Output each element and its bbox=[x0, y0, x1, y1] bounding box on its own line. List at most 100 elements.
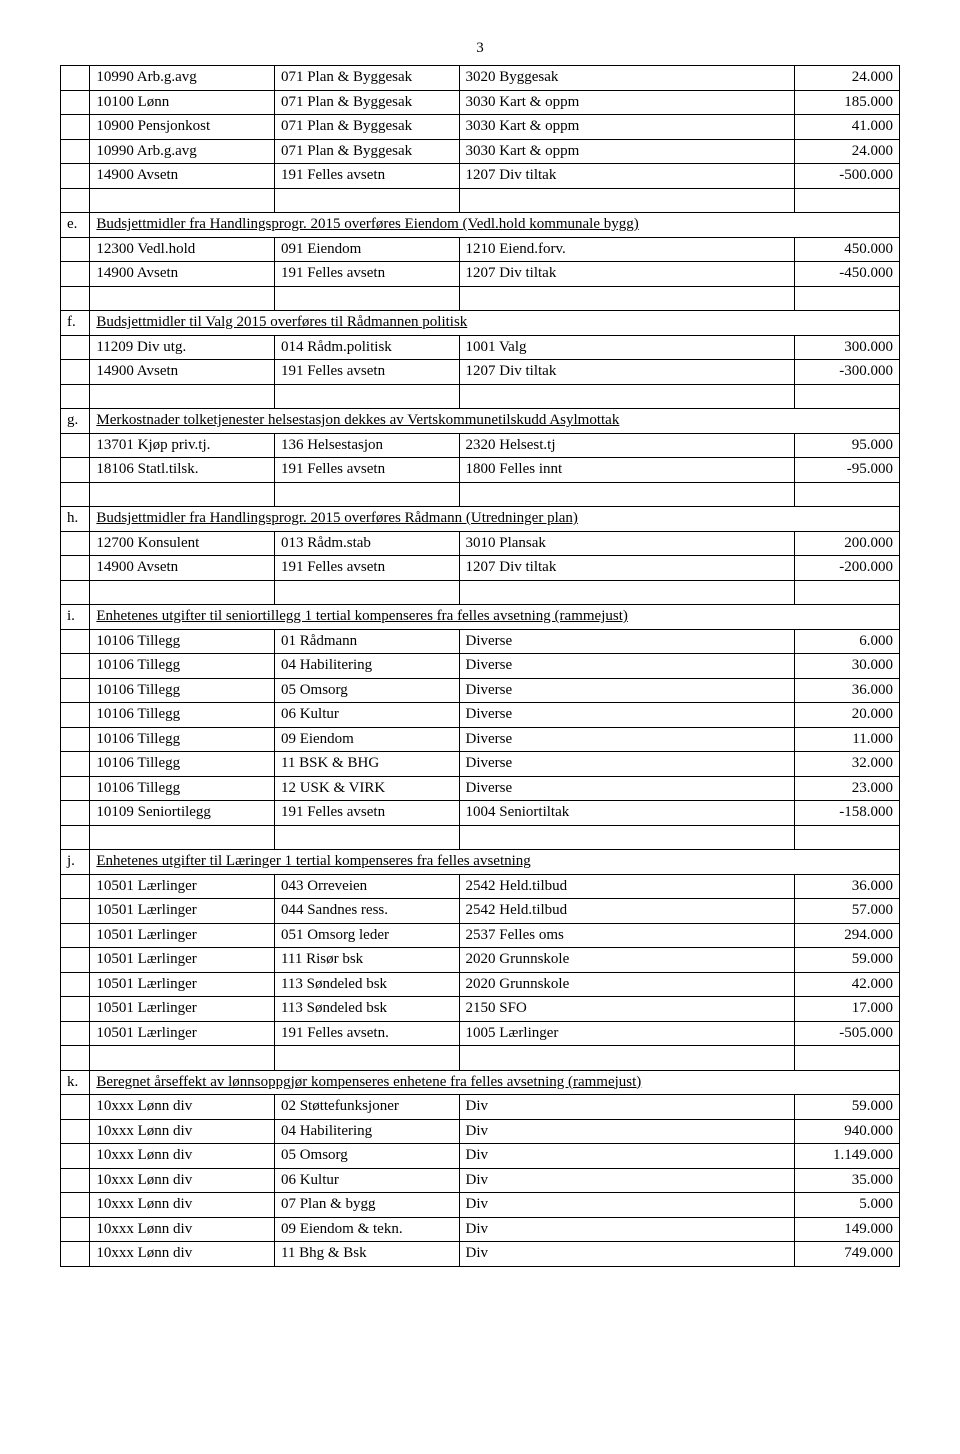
table-row: 10xxx Lønn div06 KulturDiv35.000 bbox=[61, 1168, 900, 1193]
data-cell: 2320 Helsest.tj bbox=[459, 433, 795, 458]
data-cell: 10501 Lærlinger bbox=[90, 1021, 275, 1046]
empty-cell bbox=[459, 286, 795, 311]
data-cell: 3020 Byggesak bbox=[459, 66, 795, 91]
data-cell: 136 Helsestasjon bbox=[274, 433, 459, 458]
data-cell bbox=[61, 164, 90, 189]
empty-cell bbox=[459, 384, 795, 409]
section-letter: i. bbox=[61, 605, 90, 630]
table-row: 10xxx Lønn div05 OmsorgDiv1.149.000 bbox=[61, 1144, 900, 1169]
data-cell: 113 Søndeled bsk bbox=[274, 972, 459, 997]
data-cell: Diverse bbox=[459, 752, 795, 777]
table-row: j.Enhetenes utgifter til Læringer 1 tert… bbox=[61, 850, 900, 875]
data-cell: 10501 Lærlinger bbox=[90, 997, 275, 1022]
data-cell: 10900 Pensjonkost bbox=[90, 115, 275, 140]
amount-cell: 36.000 bbox=[795, 874, 900, 899]
amount-cell: 95.000 bbox=[795, 433, 900, 458]
amount-cell: -200.000 bbox=[795, 556, 900, 581]
data-cell: 12700 Konsulent bbox=[90, 531, 275, 556]
data-cell: 191 Felles avsetn bbox=[274, 262, 459, 287]
data-cell: 10106 Tillegg bbox=[90, 703, 275, 728]
empty-cell bbox=[90, 286, 275, 311]
amount-cell: 5.000 bbox=[795, 1193, 900, 1218]
data-cell: 3030 Kart & oppm bbox=[459, 115, 795, 140]
data-cell: 191 Felles avsetn. bbox=[274, 1021, 459, 1046]
data-cell: 18106 Statl.tilsk. bbox=[90, 458, 275, 483]
empty-cell bbox=[459, 188, 795, 213]
table-row: 10109 Seniortilegg191 Felles avsetn1004 … bbox=[61, 801, 900, 826]
data-cell: Diverse bbox=[459, 776, 795, 801]
data-cell bbox=[61, 997, 90, 1022]
data-cell: 10109 Seniortilegg bbox=[90, 801, 275, 826]
data-cell bbox=[61, 556, 90, 581]
table-row: 14900 Avsetn191 Felles avsetn1207 Div ti… bbox=[61, 360, 900, 385]
empty-cell bbox=[274, 384, 459, 409]
data-cell bbox=[61, 1217, 90, 1242]
table-row: 14900 Avsetn191 Felles avsetn1207 Div ti… bbox=[61, 262, 900, 287]
data-cell: 12 USK & VIRK bbox=[274, 776, 459, 801]
data-cell: 06 Kultur bbox=[274, 703, 459, 728]
empty-cell bbox=[90, 482, 275, 507]
table-row: 10xxx Lønn div04 HabiliteringDiv940.000 bbox=[61, 1119, 900, 1144]
amount-cell: 749.000 bbox=[795, 1242, 900, 1267]
data-cell: 10xxx Lønn div bbox=[90, 1119, 275, 1144]
empty-cell bbox=[61, 188, 90, 213]
data-cell: Div bbox=[459, 1119, 795, 1144]
empty-cell bbox=[274, 580, 459, 605]
data-cell: 1207 Div tiltak bbox=[459, 164, 795, 189]
data-cell: 10501 Lærlinger bbox=[90, 874, 275, 899]
data-cell: 10106 Tillegg bbox=[90, 678, 275, 703]
amount-cell: 185.000 bbox=[795, 90, 900, 115]
empty-cell bbox=[459, 482, 795, 507]
data-cell: 051 Omsorg leder bbox=[274, 923, 459, 948]
section-letter: f. bbox=[61, 311, 90, 336]
data-cell bbox=[61, 531, 90, 556]
table-row: 10990 Arb.g.avg071 Plan & Byggesak3020 B… bbox=[61, 66, 900, 91]
data-cell: 05 Omsorg bbox=[274, 1144, 459, 1169]
data-cell: 3010 Plansak bbox=[459, 531, 795, 556]
data-cell: 10106 Tillegg bbox=[90, 629, 275, 654]
data-cell: 2542 Held.tilbud bbox=[459, 874, 795, 899]
data-cell: 10501 Lærlinger bbox=[90, 899, 275, 924]
data-cell: 1207 Div tiltak bbox=[459, 262, 795, 287]
table-row bbox=[61, 825, 900, 850]
data-cell bbox=[61, 899, 90, 924]
table-row: 10106 Tillegg11 BSK & BHGDiverse32.000 bbox=[61, 752, 900, 777]
amount-cell: -300.000 bbox=[795, 360, 900, 385]
budget-table: 10990 Arb.g.avg071 Plan & Byggesak3020 B… bbox=[60, 65, 900, 1267]
section-heading: Enhetenes utgifter til seniortillegg 1 t… bbox=[90, 605, 900, 630]
page-number: 3 bbox=[60, 40, 900, 57]
data-cell bbox=[61, 801, 90, 826]
table-row: 10106 Tillegg04 HabiliteringDiverse30.00… bbox=[61, 654, 900, 679]
data-cell: 04 Habilitering bbox=[274, 1119, 459, 1144]
table-row: 10xxx Lønn div07 Plan & byggDiv5.000 bbox=[61, 1193, 900, 1218]
data-cell bbox=[61, 66, 90, 91]
data-cell: 10xxx Lønn div bbox=[90, 1095, 275, 1120]
table-row: 10501 Lærlinger113 Søndeled bsk2020 Grun… bbox=[61, 972, 900, 997]
data-cell: 11 BSK & BHG bbox=[274, 752, 459, 777]
data-cell bbox=[61, 654, 90, 679]
data-cell bbox=[61, 335, 90, 360]
data-cell: 14900 Avsetn bbox=[90, 262, 275, 287]
table-row: 14900 Avsetn191 Felles avsetn1207 Div ti… bbox=[61, 556, 900, 581]
table-row: h.Budsjettmidler fra Handlingsprogr. 201… bbox=[61, 507, 900, 532]
section-heading: Merkostnader tolketjenester helsestasjon… bbox=[90, 409, 900, 434]
amount-cell: -95.000 bbox=[795, 458, 900, 483]
empty-cell bbox=[90, 384, 275, 409]
amount-cell: 57.000 bbox=[795, 899, 900, 924]
data-cell: 091 Eiendom bbox=[274, 237, 459, 262]
data-cell: 191 Felles avsetn bbox=[274, 556, 459, 581]
amount-cell: 300.000 bbox=[795, 335, 900, 360]
table-row: 10106 Tillegg01 RådmannDiverse6.000 bbox=[61, 629, 900, 654]
data-cell bbox=[61, 458, 90, 483]
data-cell bbox=[61, 1021, 90, 1046]
data-cell: 071 Plan & Byggesak bbox=[274, 66, 459, 91]
amount-cell: 149.000 bbox=[795, 1217, 900, 1242]
data-cell: 113 Søndeled bsk bbox=[274, 997, 459, 1022]
data-cell: 1207 Div tiltak bbox=[459, 360, 795, 385]
data-cell: Div bbox=[459, 1193, 795, 1218]
section-heading: Budsjettmidler fra Handlingsprogr. 2015 … bbox=[90, 213, 900, 238]
data-cell bbox=[61, 139, 90, 164]
empty-cell bbox=[61, 825, 90, 850]
data-cell: 07 Plan & bygg bbox=[274, 1193, 459, 1218]
data-cell bbox=[61, 1095, 90, 1120]
